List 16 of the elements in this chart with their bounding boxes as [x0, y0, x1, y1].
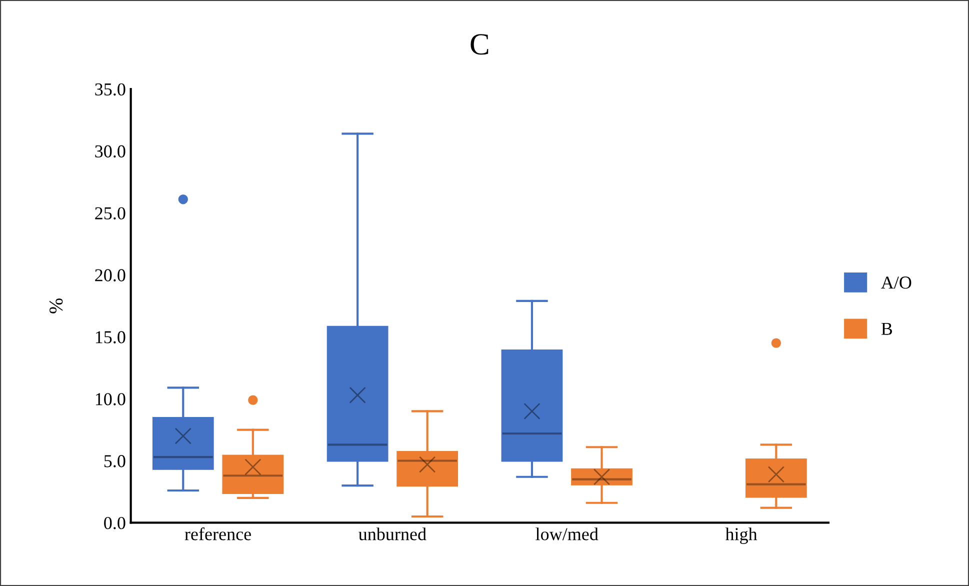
y-tick-label: 5.0 [104, 455, 126, 468]
x-tick-label: low/med [536, 528, 598, 540]
y-tick-label: 20.0 [95, 269, 126, 282]
legend-label: A/O [881, 276, 912, 289]
y-tick-label: 25.0 [95, 207, 126, 220]
x-tick-label: high [725, 528, 758, 544]
y-tick-label: 35.0 [95, 83, 126, 96]
y-tick-label: 30.0 [95, 145, 126, 158]
x-tick-label: unburned [358, 528, 426, 540]
y-axis-title: % [50, 298, 63, 314]
y-tick-label: 0.0 [104, 516, 126, 530]
y-tick-label: 15.0 [96, 331, 126, 344]
x-tick-label: reference [184, 527, 251, 540]
chart-title: C [470, 34, 488, 55]
y-tick-label: 10.0 [96, 393, 126, 406]
legend-label: B [881, 322, 892, 335]
